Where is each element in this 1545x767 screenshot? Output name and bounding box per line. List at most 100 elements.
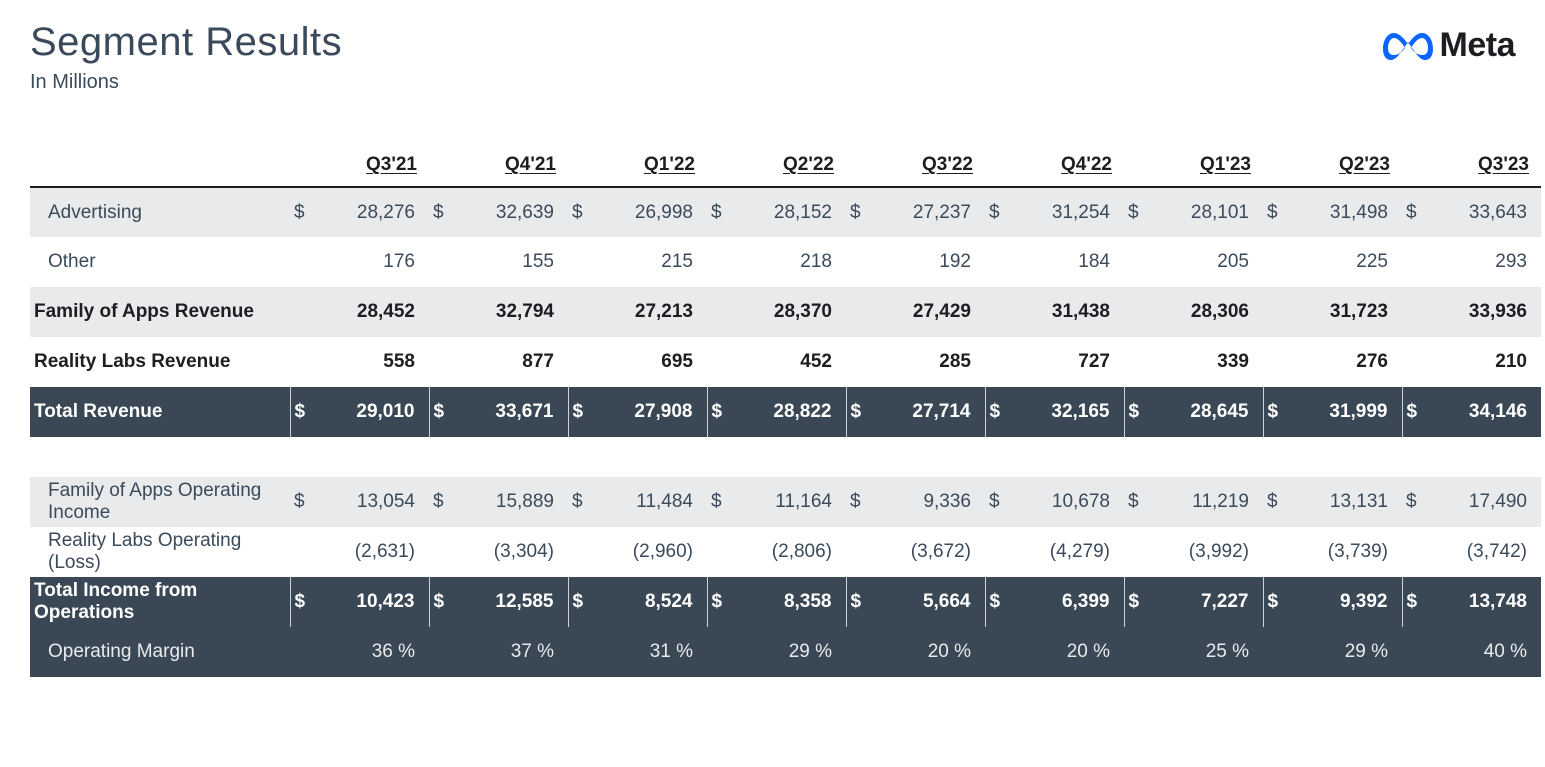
cell-value: 176	[314, 237, 429, 287]
currency-symbol	[290, 237, 314, 287]
currency-symbol: $	[1124, 577, 1148, 627]
cell-value: 210	[1426, 337, 1541, 387]
currency-symbol: $	[568, 477, 592, 527]
currency-symbol: $	[707, 187, 731, 237]
currency-symbol: $	[707, 577, 731, 627]
currency-symbol	[568, 237, 592, 287]
cell-value: 32,639	[453, 187, 568, 237]
currency-symbol: $	[1263, 577, 1287, 627]
cell-value: (2,806)	[731, 527, 846, 577]
currency-symbol	[1124, 237, 1148, 287]
currency-symbol	[1402, 527, 1426, 577]
currency-symbol	[1124, 337, 1148, 387]
cell-value: 33,643	[1426, 187, 1541, 237]
currency-symbol: $	[290, 187, 314, 237]
cell-value: 27,213	[592, 287, 707, 337]
currency-symbol	[707, 337, 731, 387]
cell-value: 32,794	[453, 287, 568, 337]
column-header: Q3'22	[870, 144, 985, 187]
currency-symbol: $	[1402, 477, 1426, 527]
brand-logo: Meta	[1382, 26, 1515, 65]
currency-symbol: $	[985, 477, 1009, 527]
cell-value: 28,152	[731, 187, 846, 237]
currency-symbol: $	[429, 387, 453, 437]
currency-symbol	[985, 337, 1009, 387]
currency-symbol	[1124, 627, 1148, 677]
cell-value: 28,306	[1148, 287, 1263, 337]
table-row: Family of Apps Revenue28,45232,79427,213…	[30, 287, 1541, 337]
meta-infinity-icon	[1382, 29, 1434, 63]
currency-symbol	[1263, 287, 1287, 337]
currency-symbol: $	[1402, 577, 1426, 627]
currency-symbol: $	[846, 187, 870, 237]
cell-value: 218	[731, 237, 846, 287]
cell-value: 877	[453, 337, 568, 387]
header-blank	[30, 144, 290, 187]
cell-value: 452	[731, 337, 846, 387]
column-header: Q4'21	[453, 144, 568, 187]
currency-symbol: $	[429, 477, 453, 527]
cell-value: 29,010	[314, 387, 429, 437]
table-row: Advertising$28,276$32,639$26,998$28,152$…	[30, 187, 1541, 237]
brand-name: Meta	[1440, 26, 1515, 65]
cell-value: 28,645	[1148, 387, 1263, 437]
currency-symbol	[707, 527, 731, 577]
cell-value: 36 %	[314, 627, 429, 677]
cell-value: 28,370	[731, 287, 846, 337]
currency-symbol	[707, 287, 731, 337]
cell-value: 20 %	[1009, 627, 1124, 677]
currency-symbol	[985, 627, 1009, 677]
cell-value: 695	[592, 337, 707, 387]
cell-value: (3,992)	[1148, 527, 1263, 577]
currency-symbol: $	[568, 387, 592, 437]
cell-value: 9,336	[870, 477, 985, 527]
cell-value: (3,304)	[453, 527, 568, 577]
currency-symbol	[429, 287, 453, 337]
cell-value: 32,165	[1009, 387, 1124, 437]
cell-value: 31,999	[1287, 387, 1402, 437]
cell-value: 11,484	[592, 477, 707, 527]
cell-value: (4,279)	[1009, 527, 1124, 577]
table-row: Reality Labs Operating (Loss)(2,631)(3,3…	[30, 527, 1541, 577]
currency-symbol	[290, 527, 314, 577]
row-label: Reality Labs Operating (Loss)	[30, 527, 290, 577]
currency-symbol: $	[1402, 387, 1426, 437]
cell-value: 26,998	[592, 187, 707, 237]
currency-symbol	[1402, 627, 1426, 677]
cell-value: 215	[592, 237, 707, 287]
row-label: Total Income from Operations	[30, 577, 290, 627]
currency-symbol	[568, 337, 592, 387]
currency-symbol: $	[985, 187, 1009, 237]
currency-symbol	[429, 627, 453, 677]
currency-symbol: $	[846, 577, 870, 627]
currency-symbol	[429, 337, 453, 387]
currency-symbol: $	[1124, 187, 1148, 237]
cell-value: 40 %	[1426, 627, 1541, 677]
currency-symbol	[1263, 237, 1287, 287]
page-title: Segment Results	[30, 20, 342, 65]
currency-symbol	[1124, 527, 1148, 577]
table-row: Total Revenue$29,010$33,671$27,908$28,82…	[30, 387, 1541, 437]
cell-value: 13,131	[1287, 477, 1402, 527]
currency-symbol	[707, 627, 731, 677]
cell-value: 13,054	[314, 477, 429, 527]
column-header: Q3'21	[314, 144, 429, 187]
cell-value: 11,164	[731, 477, 846, 527]
currency-symbol	[985, 287, 1009, 337]
row-label: Total Revenue	[30, 387, 290, 437]
row-label: Operating Margin	[30, 627, 290, 677]
currency-symbol: $	[985, 387, 1009, 437]
cell-value: 28,452	[314, 287, 429, 337]
table-spacer	[30, 437, 1541, 477]
table-row: Family of Apps Operating Income$13,054$1…	[30, 477, 1541, 527]
cell-value: 205	[1148, 237, 1263, 287]
currency-symbol: $	[568, 187, 592, 237]
currency-symbol	[568, 287, 592, 337]
cell-value: 37 %	[453, 627, 568, 677]
currency-symbol	[1263, 337, 1287, 387]
currency-symbol	[290, 287, 314, 337]
currency-symbol	[707, 237, 731, 287]
cell-value: 11,219	[1148, 477, 1263, 527]
column-header: Q2'23	[1287, 144, 1402, 187]
cell-value: 8,358	[731, 577, 846, 627]
